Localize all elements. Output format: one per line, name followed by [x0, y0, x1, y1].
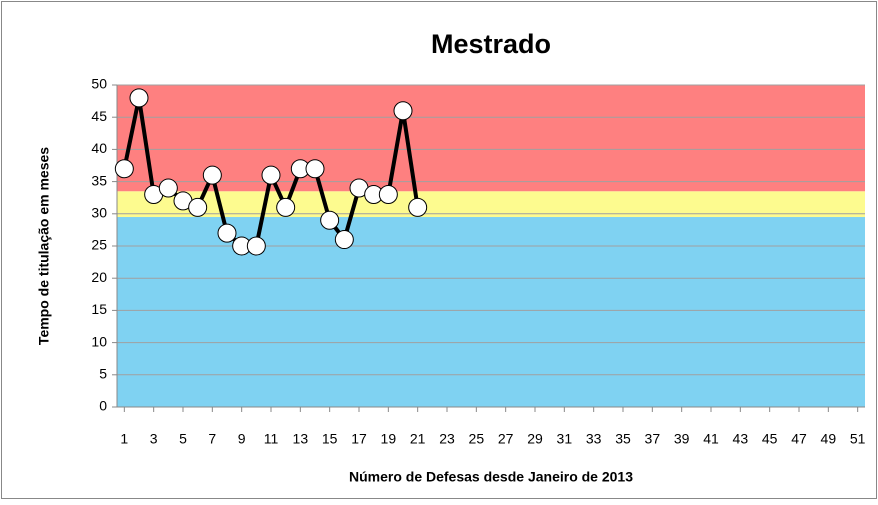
marker: [305, 159, 325, 179]
y-tick-label: 10: [91, 333, 107, 349]
x-tick-label: 25: [469, 431, 485, 447]
marker: [393, 101, 413, 121]
x-tick-label: 1: [120, 431, 128, 447]
marker: [158, 178, 178, 198]
x-tick-label: 45: [762, 431, 778, 447]
marker: [188, 197, 208, 217]
x-tick-label: 41: [703, 431, 719, 447]
marker: [261, 165, 281, 185]
x-tick-label: 21: [410, 431, 426, 447]
marker: [320, 210, 340, 230]
x-tick-label: 35: [615, 431, 631, 447]
x-tick-label: 31: [557, 431, 573, 447]
marker: [334, 230, 354, 250]
marker: [246, 236, 266, 256]
marker: [378, 184, 398, 204]
marker: [217, 223, 237, 243]
y-tick-label: 5: [99, 366, 107, 382]
y-tick-label: 40: [91, 140, 107, 156]
y-axis-label: Tempo de titulação em meses: [36, 147, 52, 345]
marker: [202, 165, 222, 185]
x-tick-label: 3: [150, 431, 158, 447]
band: [117, 191, 865, 218]
x-tick-label: 11: [264, 431, 279, 447]
x-tick-label: 43: [733, 431, 749, 447]
marker: [408, 197, 428, 217]
y-tick-label: 35: [91, 172, 107, 188]
x-tick-label: 27: [498, 431, 514, 447]
y-tick-label: 50: [91, 76, 107, 92]
x-tick-label: 19: [381, 431, 397, 447]
band: [117, 85, 865, 192]
chart-title: Mestrado: [431, 29, 551, 59]
x-tick-label: 23: [439, 431, 455, 447]
y-tick-label: 30: [91, 205, 107, 221]
y-tick-label: 0: [99, 398, 107, 414]
x-tick-label: 37: [645, 431, 661, 447]
x-tick-label: 29: [527, 431, 543, 447]
y-tick-label: 25: [91, 237, 107, 253]
x-tick-label: 5: [179, 431, 187, 447]
x-tick-label: 33: [586, 431, 602, 447]
x-tick-label: 9: [238, 431, 246, 447]
x-tick-label: 13: [293, 431, 309, 447]
y-tick-label: 45: [91, 108, 107, 124]
x-tick-label: 17: [351, 431, 367, 447]
x-tick-label: 51: [850, 431, 866, 447]
y-tick-label: 20: [91, 269, 107, 285]
marker: [276, 197, 296, 217]
x-tick-label: 15: [322, 431, 338, 447]
x-tick-label: 7: [208, 431, 216, 447]
x-tick-label: 47: [791, 431, 807, 447]
x-axis-label: Número de Defesas desde Janeiro de 2013: [349, 469, 633, 485]
y-tick-label: 15: [91, 301, 107, 317]
marker: [114, 159, 134, 179]
marker: [129, 88, 149, 108]
x-tick-label: 39: [674, 431, 690, 447]
x-tick-label: 49: [821, 431, 837, 447]
